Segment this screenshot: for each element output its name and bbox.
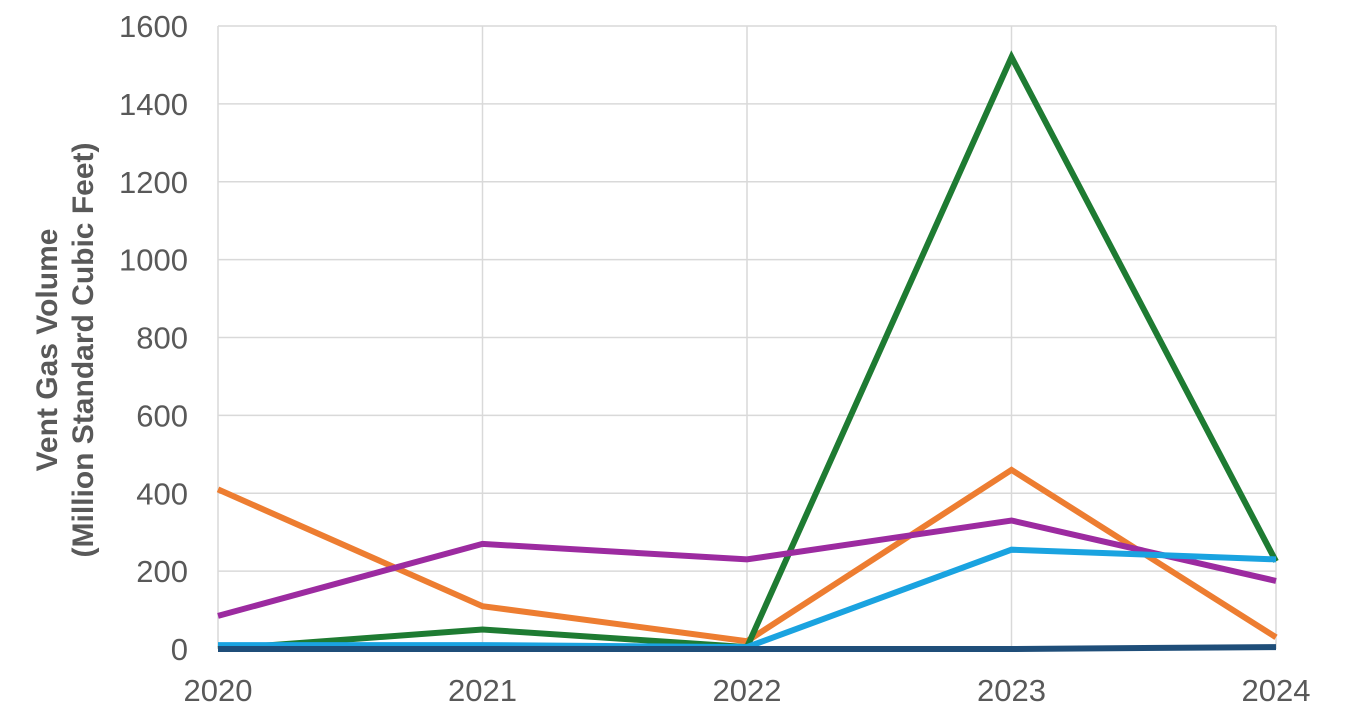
x-tick-label: 2021: [448, 673, 517, 708]
y-axis-title-line-2: (Million Standard Cubic Feet): [67, 142, 100, 557]
y-tick-label: 1600: [119, 9, 188, 44]
y-tick-label: 200: [136, 554, 188, 589]
y-tick-label: 1200: [119, 165, 188, 200]
y-tick-label: 400: [136, 476, 188, 511]
y-tick-label: 1000: [119, 243, 188, 278]
x-tick-label: 2020: [184, 673, 253, 708]
x-tick-label: 2022: [713, 673, 782, 708]
x-tick-label: 2023: [977, 673, 1046, 708]
x-tick-labels: 2020 2021 2022 2023 2024: [184, 673, 1311, 708]
y-tick-label: 800: [136, 321, 188, 356]
series-line-3: [217, 517, 1277, 619]
series-lines: [216, 50, 1279, 652]
y-axis-title-line-1: Vent Gas Volume: [31, 229, 64, 472]
gridlines: [217, 25, 1277, 650]
y-tick-label: 600: [136, 398, 188, 433]
x-tick-label: 2024: [1242, 673, 1311, 708]
series-line-5: [218, 644, 1277, 652]
y-tick-labels: 0 200 400 600 800 1000 1200 1400 1600: [119, 9, 188, 667]
y-axis-title: Vent Gas Volume (Million Standard Cubic …: [31, 142, 100, 557]
y-tick-label: 0: [171, 632, 188, 667]
y-tick-label: 1400: [119, 87, 188, 122]
